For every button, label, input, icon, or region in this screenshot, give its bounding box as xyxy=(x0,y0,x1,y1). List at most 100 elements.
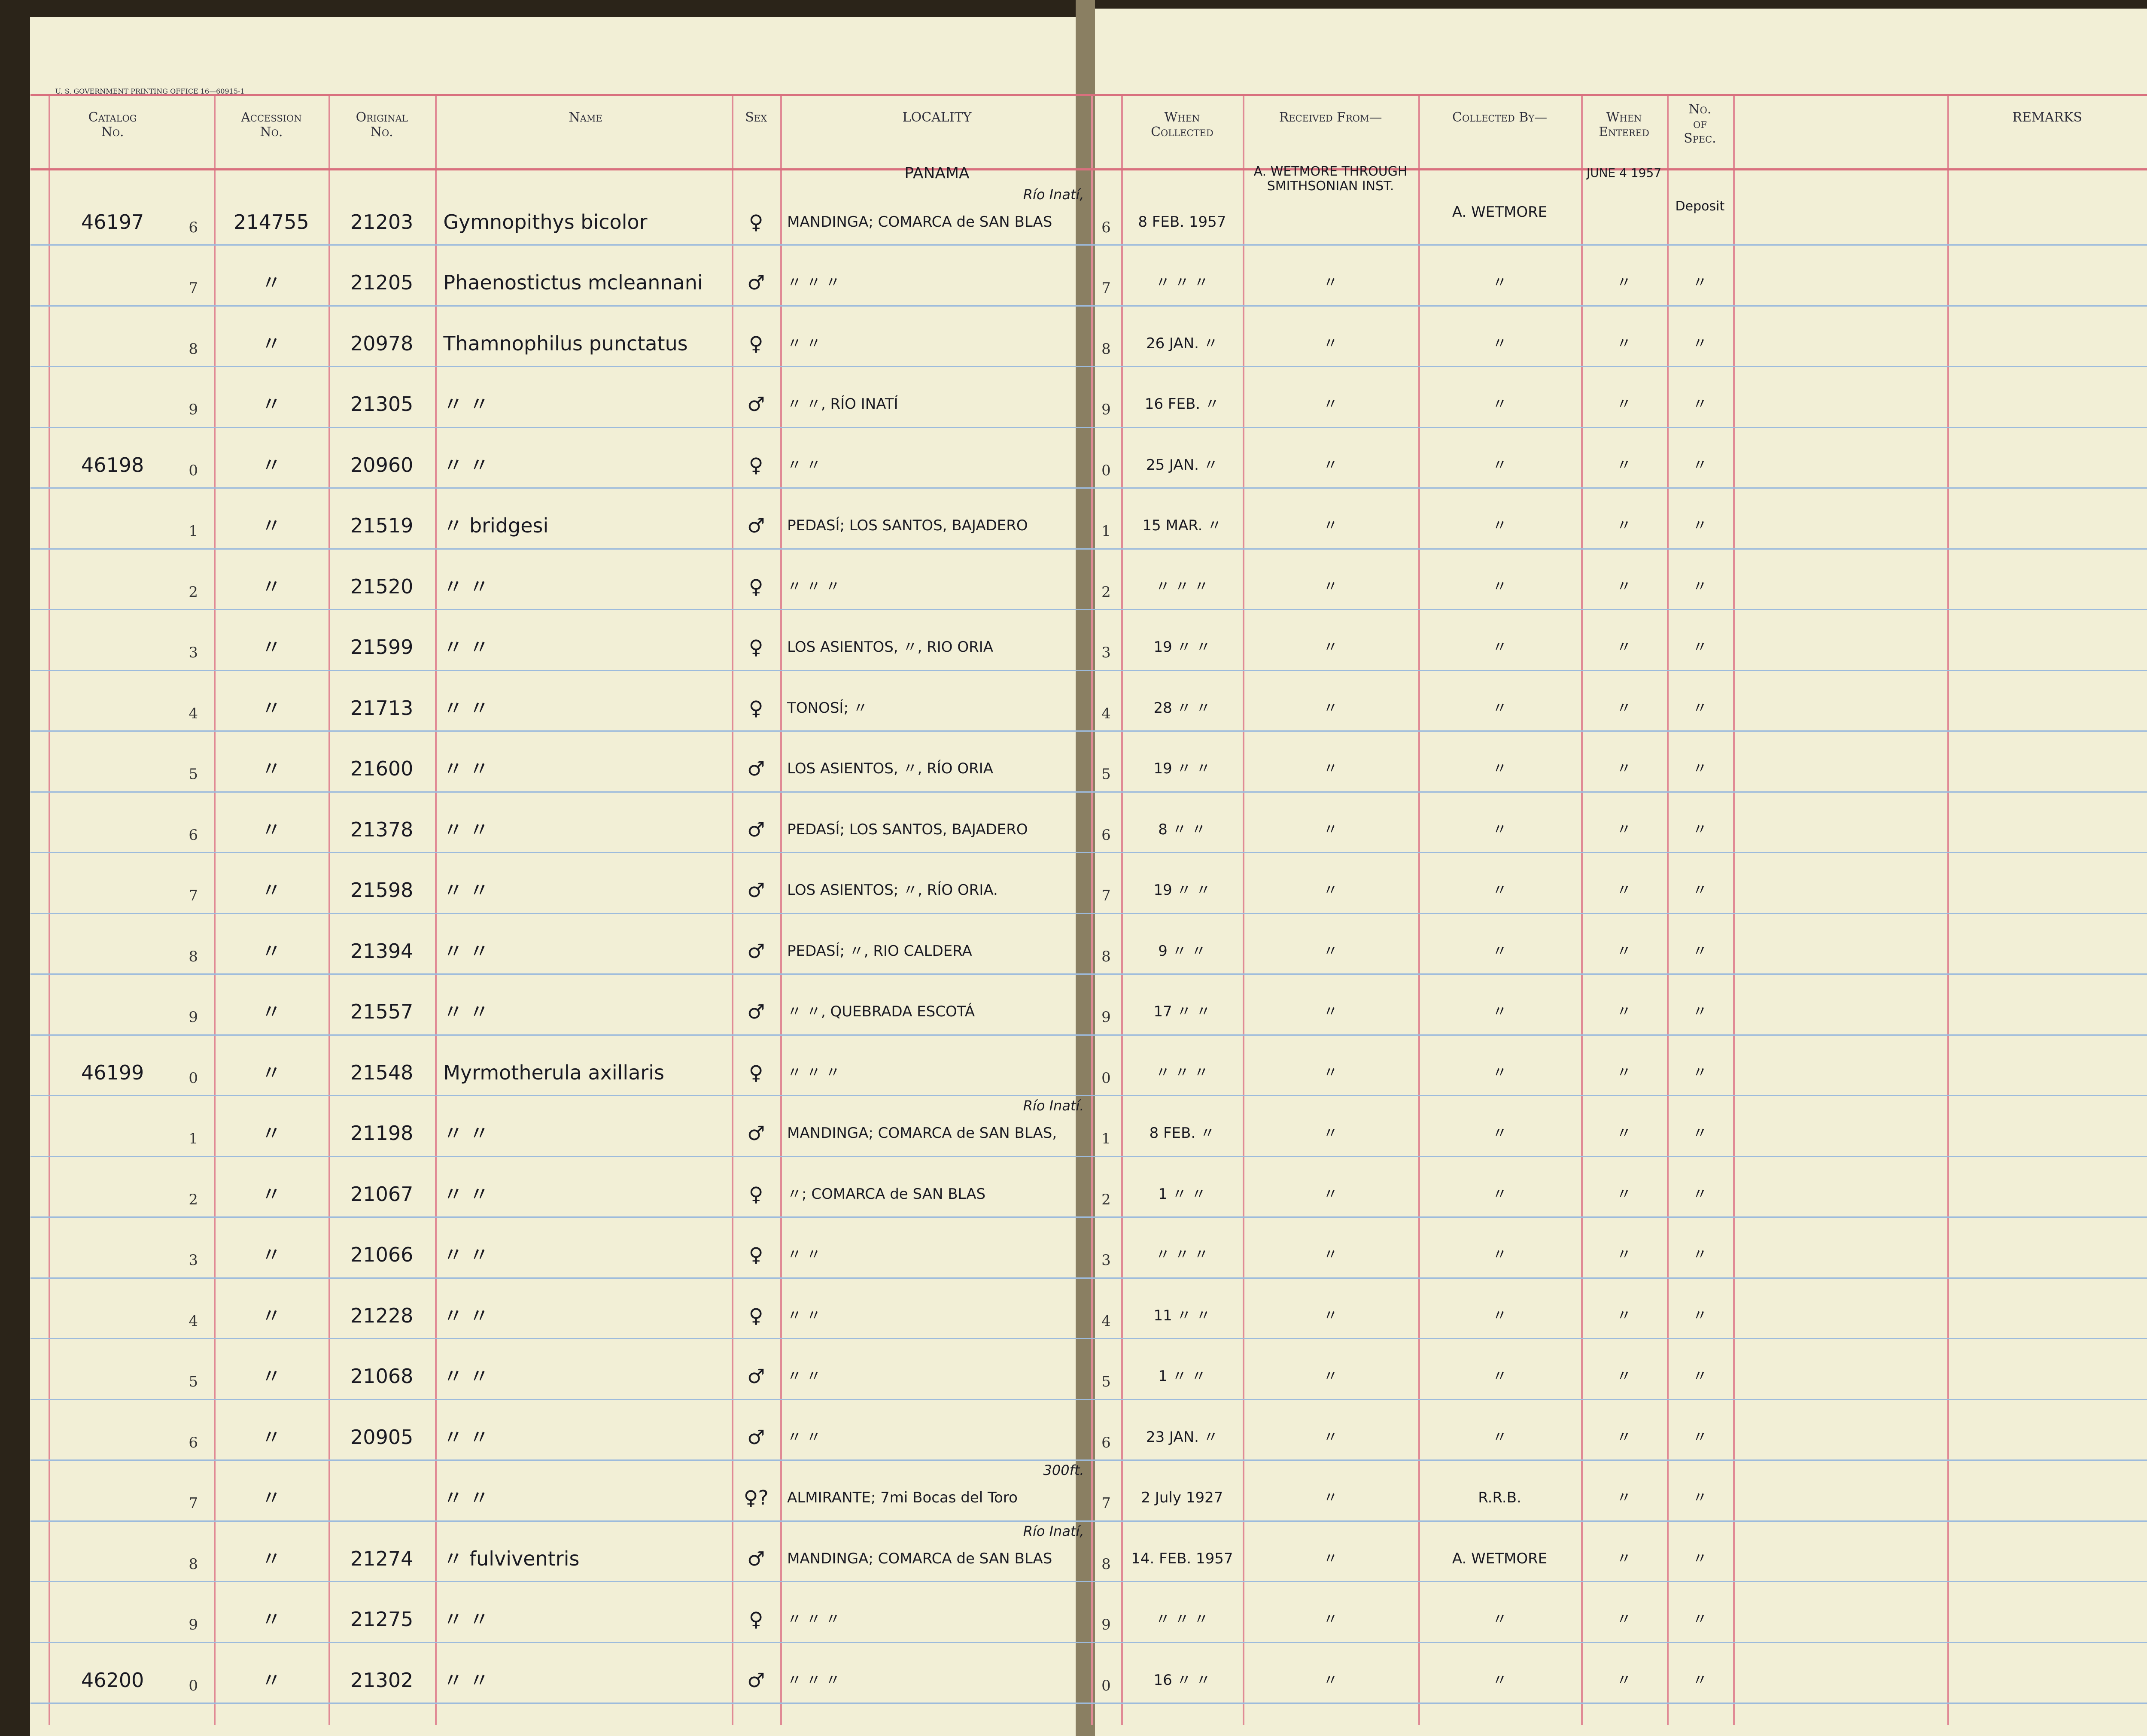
cell-collected: 14. FEB. 1957 xyxy=(1131,1550,1233,1567)
row-digit: 2 xyxy=(1101,583,1111,601)
row-digit: 8 xyxy=(189,340,198,358)
row-digit: 2 xyxy=(189,583,198,601)
cell-collected-by: 〃 xyxy=(1492,334,1507,352)
row-digit: 6 xyxy=(1101,1434,1111,1451)
cell-entered: 〃 xyxy=(1617,1064,1631,1081)
cell-entered: 〃 xyxy=(1617,1550,1631,1567)
row-rule xyxy=(30,973,2147,975)
cell-sex: ♂ xyxy=(747,514,765,538)
cell-collected-by: 〃 xyxy=(1492,942,1507,960)
row-digit: 8 xyxy=(1101,948,1111,965)
row-digit: 1 xyxy=(1101,523,1111,540)
left-page xyxy=(30,17,1078,1736)
cell-collected-by: 〃 xyxy=(1492,1246,1507,1264)
cell-locality: MANDINGA; COMARCA de SAN BLAS xyxy=(787,213,1052,231)
cell-accession: 〃 xyxy=(261,1243,281,1267)
row-rule xyxy=(30,1095,2147,1097)
row-digit: 3 xyxy=(1101,644,1111,662)
cell-spec: 〃 xyxy=(1692,334,1707,352)
column-header: REMARKS xyxy=(2012,110,2082,125)
cell-original: 20905 xyxy=(350,1425,414,1449)
row-digit: 9 xyxy=(1101,1009,1111,1026)
cell-sex: ♂ xyxy=(747,1425,765,1449)
cell-name: 〃 〃 xyxy=(443,1122,489,1145)
cell-collected-by: 〃 xyxy=(1492,395,1507,413)
cell-spec: 〃 xyxy=(1692,1550,1707,1567)
cell-received: 〃 xyxy=(1323,760,1338,778)
cell-sex: ♀ xyxy=(748,1061,763,1084)
cell-name: 〃 bridgesi xyxy=(443,514,549,538)
cell-name: 〃 〃 xyxy=(443,757,489,781)
row-digit: 7 xyxy=(1101,887,1111,905)
cell-collected: 〃 〃 〃 xyxy=(1156,1064,1209,1081)
column-header: Name xyxy=(569,110,602,125)
cell-catalog: 46197 xyxy=(81,210,144,234)
cell-collected: 8 FEB. 〃 xyxy=(1149,1125,1215,1142)
cell-original: 21713 xyxy=(350,696,414,720)
cell-locality: ALMIRANTE; 7mi Bocas del Toro xyxy=(787,1489,1018,1507)
cell-received: 〃 xyxy=(1323,1368,1338,1385)
cell-collected: 11 〃 〃 xyxy=(1153,1307,1211,1324)
cell-locality: PEDASÍ; LOS SANTOS, BAJADERO xyxy=(787,821,1028,838)
row-digit: 2 xyxy=(1101,1191,1111,1208)
cell-received: 〃 xyxy=(1323,1307,1338,1324)
cell-entered: 〃 xyxy=(1617,1368,1631,1385)
row-digit: 1 xyxy=(189,523,198,540)
cell-name: Myrmotherula axillaris xyxy=(443,1061,665,1084)
cell-accession: 〃 xyxy=(261,879,281,902)
cell-entered: 〃 xyxy=(1617,456,1631,474)
row-digit: 7 xyxy=(1101,1495,1111,1512)
cell-collected-by: 〃 xyxy=(1492,1125,1507,1142)
cell-accession: 〃 xyxy=(261,331,281,355)
cell-accession: 〃 xyxy=(261,514,281,538)
cell-entered: 〃 xyxy=(1617,274,1631,292)
cell-original: 21557 xyxy=(350,1000,414,1024)
cell-spec: 〃 xyxy=(1692,1428,1707,1446)
cell-locality: PEDASÍ; 〃, RIO CALDERA xyxy=(787,942,972,960)
cell-original: 21519 xyxy=(350,514,414,538)
row-digit: 5 xyxy=(189,1373,198,1391)
cell-received: 〃 xyxy=(1323,456,1338,474)
cell-original: 21198 xyxy=(350,1122,414,1145)
column-header: LOCALITY xyxy=(902,110,972,125)
column-rule xyxy=(435,94,437,1725)
row-rule xyxy=(30,1520,2147,1522)
row-digit: 4 xyxy=(1101,705,1111,722)
cell-name: 〃 fulviventris xyxy=(443,1547,580,1570)
cell-locality: 〃 〃 xyxy=(787,334,821,352)
row-rule xyxy=(30,244,2147,246)
row-digit: 5 xyxy=(1101,1373,1111,1391)
cell-entered: 〃 xyxy=(1617,517,1631,535)
cell-spec: 〃 xyxy=(1692,638,1707,656)
cell-spec: 〃 xyxy=(1692,699,1707,717)
cell-locality: 〃 〃 xyxy=(787,1307,821,1324)
cell-received: 〃 xyxy=(1323,517,1338,535)
cell-spec: 〃 xyxy=(1692,274,1707,292)
cell-spec: 〃 xyxy=(1692,1671,1707,1689)
row-digit: 5 xyxy=(1101,766,1111,783)
row-digit: 6 xyxy=(1101,826,1111,844)
row-digit: 7 xyxy=(1101,280,1111,297)
cell-accession: 〃 xyxy=(261,271,281,295)
cell-catalog: 46198 xyxy=(81,453,144,477)
cell-name: 〃 〃 xyxy=(443,1182,489,1206)
cell-sex: ♀ xyxy=(748,575,763,598)
cell-locality: 〃 〃, RÍO INATÍ xyxy=(787,395,898,413)
cell-name: 〃 〃 xyxy=(443,1000,489,1024)
cell-collected: 1 〃 〃 xyxy=(1158,1185,1206,1203)
cell-entered: 〃 xyxy=(1617,1428,1631,1446)
row-rule xyxy=(30,1581,2147,1583)
cell-entered: JUNE 4 1957 xyxy=(1586,165,1662,180)
column-header: When Collected xyxy=(1151,110,1213,140)
cell-received: 〃 xyxy=(1323,1671,1338,1689)
cell-collected: 15 MAR. 〃 xyxy=(1142,517,1222,535)
cell-collected: 26 JAN. 〃 xyxy=(1146,334,1218,352)
cell-accession: 〃 xyxy=(261,453,281,477)
row-digit: 0 xyxy=(1101,1069,1111,1087)
cell-entered: 〃 xyxy=(1617,821,1631,838)
cell-received: 〃 xyxy=(1323,1064,1338,1081)
cell-name: 〃 〃 xyxy=(443,1425,489,1449)
cell-original: 21068 xyxy=(350,1365,414,1388)
row-digit: 4 xyxy=(1101,1312,1111,1330)
row-digit: 3 xyxy=(1101,1252,1111,1269)
